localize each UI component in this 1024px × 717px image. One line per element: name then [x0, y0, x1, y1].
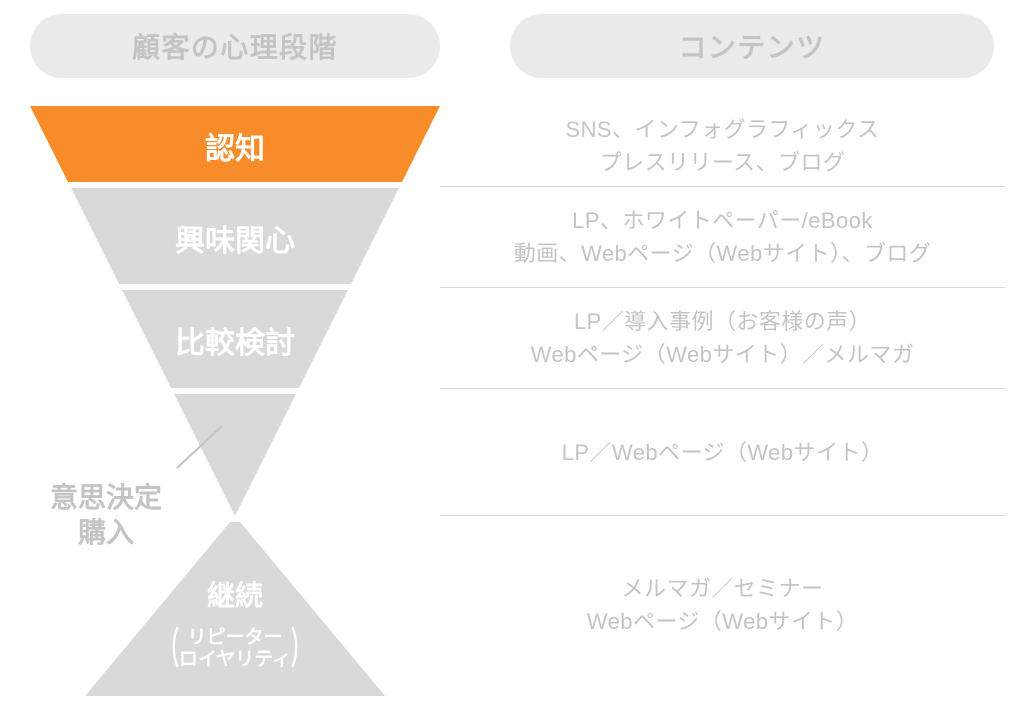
content-line: LP／Webページ（Webサイト）	[562, 436, 884, 469]
content-row-decide: LP／Webページ（Webサイト）	[440, 389, 1005, 515]
funnel-label-compare: 比較検討	[175, 318, 295, 362]
header-left-pill: 顧客の心理段階	[30, 14, 440, 78]
paren-right: ）	[291, 617, 310, 676]
headers-row: 顧客の心理段階 コンテンツ	[30, 0, 994, 78]
content-row-awareness: SNS、インフォグラフィックスプレスリリース、ブログ	[440, 106, 1005, 186]
content-line: SNS、インフォグラフィックス	[565, 113, 879, 146]
content-line: LP、ホワイトペーパー/eBook	[572, 204, 873, 237]
content-row-interest: LP、ホワイトペーパー/eBook動画、Webページ（Webサイト）、ブログ	[440, 187, 1005, 287]
funnel-label-awareness: 認知	[205, 124, 265, 168]
content-row-retain: メルマガ／セミナーWebページ（Webサイト）	[440, 516, 1005, 694]
content-line: 動画、Webページ（Webサイト）、ブログ	[514, 237, 931, 270]
content-line: メルマガ／セミナー	[622, 572, 824, 605]
content-line: プレスリリース、ブログ	[600, 146, 846, 179]
funnel-label-retain-sub: （ リピーター ロイヤリティ ）	[160, 627, 310, 671]
paren-left: （	[160, 617, 179, 676]
funnel-label-interest: 興味関心	[175, 216, 295, 260]
decision-line1: 意思決定	[50, 480, 162, 515]
content-column: SNS、インフォグラフィックスプレスリリース、ブログLP、ホワイトペーパー/eB…	[440, 106, 1005, 701]
content-line: Webページ（Webサイト）／メルマガ	[531, 338, 915, 371]
retain-sub-line2: ロイヤリティ	[179, 649, 291, 671]
decision-line2: 購入	[50, 515, 162, 550]
retain-sub-line1: リピーター	[179, 627, 291, 649]
funnel-label-retain: 継続	[207, 574, 263, 614]
header-right-pill: コンテンツ	[510, 14, 994, 78]
funnel-diagram: 認知 興味関心 比較検討 継続 （ リピーター ロイヤリティ ） 意思決定 購入	[30, 106, 440, 701]
content-line: LP／導入事例（お客様の声）	[574, 305, 871, 338]
content-row-compare: LP／導入事例（お客様の声）Webページ（Webサイト）／メルマガ	[440, 288, 1005, 388]
decision-callout: 意思決定 購入	[50, 480, 162, 550]
content-line: Webページ（Webサイト）	[587, 605, 858, 638]
